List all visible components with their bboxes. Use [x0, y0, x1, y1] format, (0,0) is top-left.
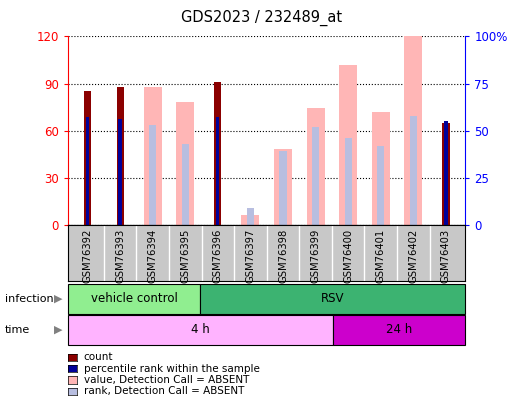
Text: GSM76394: GSM76394 — [147, 229, 158, 283]
Bar — [274, 149, 292, 225]
Text: GSM76396: GSM76396 — [213, 229, 223, 283]
Bar — [333, 315, 465, 345]
Text: RSV: RSV — [321, 292, 345, 305]
Bar — [86, 117, 89, 225]
Bar — [242, 215, 259, 225]
Bar — [442, 123, 449, 225]
Bar — [68, 315, 333, 345]
Text: ▶: ▶ — [54, 325, 63, 335]
Bar — [345, 138, 352, 225]
Text: GSM76397: GSM76397 — [245, 229, 255, 283]
Bar — [445, 121, 448, 225]
Text: value, Detection Call = ABSENT: value, Detection Call = ABSENT — [84, 375, 249, 385]
Bar — [372, 112, 390, 225]
Bar — [339, 65, 357, 225]
Text: percentile rank within the sample: percentile rank within the sample — [84, 364, 259, 373]
Text: 24 h: 24 h — [386, 323, 412, 337]
Text: vehicle control: vehicle control — [91, 292, 178, 305]
Bar — [119, 119, 122, 225]
Bar — [149, 125, 156, 225]
Text: GSM76401: GSM76401 — [376, 229, 386, 283]
Text: ▶: ▶ — [54, 294, 63, 304]
Bar — [312, 127, 319, 225]
Text: GSM76398: GSM76398 — [278, 229, 288, 283]
Bar — [214, 82, 221, 225]
Bar — [68, 284, 200, 314]
Bar — [200, 284, 465, 314]
Text: GSM76399: GSM76399 — [311, 229, 321, 283]
Text: GSM76400: GSM76400 — [343, 229, 353, 283]
Bar — [306, 108, 325, 225]
Text: GSM76403: GSM76403 — [441, 229, 451, 283]
Text: time: time — [5, 325, 30, 335]
Bar — [279, 151, 287, 225]
Text: GDS2023 / 232489_at: GDS2023 / 232489_at — [181, 10, 342, 26]
Text: GSM76395: GSM76395 — [180, 229, 190, 283]
Text: rank, Detection Call = ABSENT: rank, Detection Call = ABSENT — [84, 386, 244, 396]
Bar — [216, 117, 220, 225]
Text: GSM76393: GSM76393 — [115, 229, 125, 283]
Text: count: count — [84, 352, 113, 362]
Text: 4 h: 4 h — [191, 323, 210, 337]
Bar — [404, 23, 422, 225]
Text: infection: infection — [5, 294, 54, 304]
Bar — [176, 102, 194, 225]
Bar — [144, 87, 162, 225]
Bar — [377, 146, 384, 225]
Bar — [84, 92, 91, 225]
Bar — [247, 208, 254, 225]
Text: GSM76392: GSM76392 — [83, 229, 93, 283]
Text: GSM76402: GSM76402 — [408, 229, 418, 283]
Bar — [117, 87, 124, 225]
Bar — [410, 115, 417, 225]
Bar — [181, 144, 189, 225]
